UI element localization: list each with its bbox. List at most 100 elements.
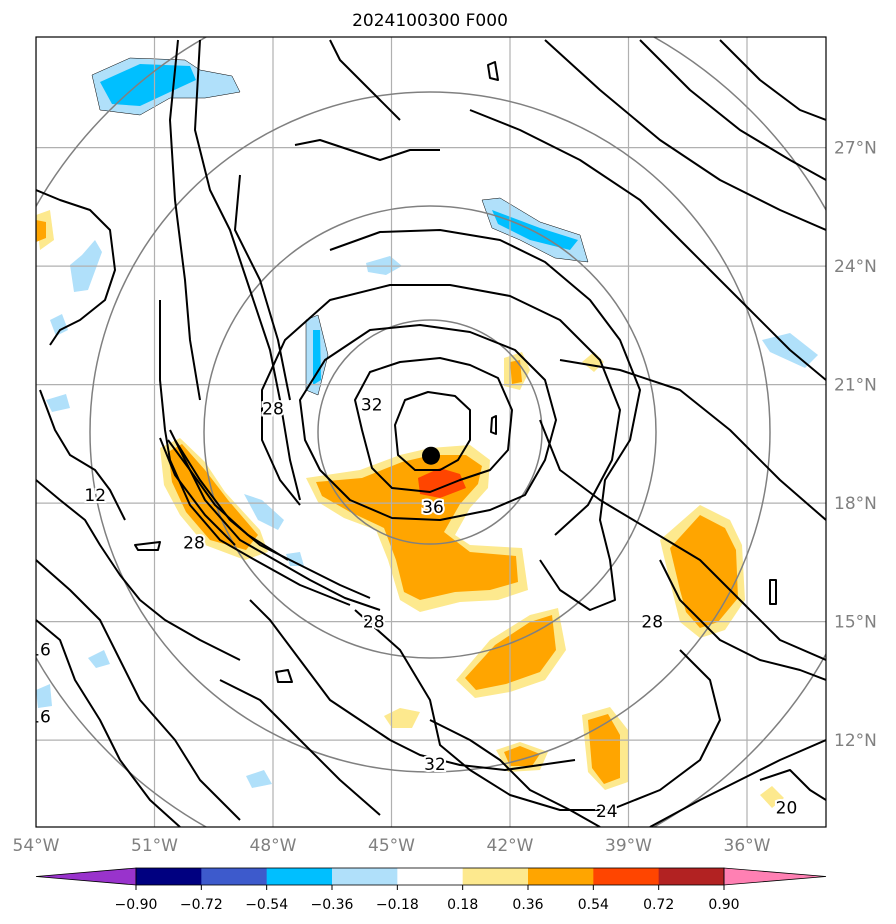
colorbar-segment [462, 868, 529, 885]
shade-positive-strong [36, 220, 46, 242]
colorbar [35, 867, 827, 886]
contour-line [36, 189, 116, 346]
contour-line [261, 284, 621, 536]
contour-line [354, 609, 721, 811]
contour-line [219, 679, 381, 816]
latitude-labels: 12°N 15°N 18°N 21°N 24°N 27°N [834, 139, 877, 751]
contour-label: 36 [422, 498, 444, 518]
contour-line [169, 39, 201, 401]
colorbar-tick-labels: −0.90 −0.72 −0.54 −0.36 −0.18 0.18 0.36 0.54 0.7… [115, 885, 740, 913]
contour-label: 28 [262, 399, 284, 419]
latitude-tick-label: 12°N [834, 731, 877, 751]
longitude-tick-label: 39°W [605, 836, 652, 856]
shade-negative-strong [492, 210, 578, 250]
range-rings [36, 37, 826, 827]
contour-line [36, 479, 241, 661]
contour-line [329, 229, 641, 611]
colorbar-tick-label: 0.90 [708, 897, 739, 913]
longitude-tick-label: 48°W [250, 836, 297, 856]
contour-label: 28 [641, 613, 663, 633]
contour-label: 20 [776, 798, 798, 818]
contour-line [169, 429, 289, 561]
longitude-tick-label: 54°W [13, 836, 60, 856]
longitude-labels: 54°W 51°W 48°W 45°W 42°W 39°W 36°W [13, 836, 771, 856]
shade-positive [760, 786, 784, 808]
shade-positive-strong [588, 714, 620, 784]
colorbar-tick-label: −0.54 [245, 897, 288, 913]
contour-labels: 12 28 32 36 28 28 28 32 24 20 16 16 20 [29, 393, 799, 850]
contour-line [769, 579, 777, 605]
colorbar-segment [136, 868, 202, 885]
colorbar-frame [135, 867, 725, 886]
shade-positive-peak [418, 468, 466, 498]
colorbar-segment [201, 868, 268, 885]
shade-negative [36, 684, 52, 708]
map-area: 12 28 32 36 28 28 28 32 24 20 16 16 20 [29, 37, 826, 850]
latitude-tick-label: 18°N [834, 494, 877, 514]
shade-negative [88, 650, 110, 668]
colorbar-tick-label: −0.72 [180, 897, 223, 913]
contour-line [544, 39, 826, 231]
colorbar-segment [332, 868, 398, 885]
contour-line [275, 669, 293, 683]
contour-line [429, 719, 601, 827]
contour-label: 24 [596, 802, 618, 822]
contour-line [487, 61, 499, 81]
contour-label: 12 [84, 486, 106, 506]
colorbar-segment [397, 868, 464, 885]
colorbar-tick-label: 0.54 [578, 897, 609, 913]
storm-center-marker [422, 446, 440, 465]
latitude-tick-label: 24°N [834, 257, 877, 277]
contour-line [159, 437, 236, 546]
range-ring [203, 205, 657, 659]
contour-label: 32 [424, 755, 446, 775]
colorbar-segment [266, 868, 333, 885]
contour-label: 20 [558, 830, 580, 850]
range-ring [317, 319, 543, 545]
contour-line [134, 541, 161, 551]
contour-line [329, 39, 401, 121]
contour-line [354, 357, 513, 493]
shade-negative [246, 770, 272, 788]
contour-line [394, 391, 471, 471]
longitude-tick-label: 36°W [724, 836, 771, 856]
shade-positive-strong [510, 360, 522, 384]
contour-line [759, 769, 826, 801]
colorbar-tick-label: 0.72 [643, 897, 674, 913]
latitude-tick-label: 21°N [834, 376, 877, 396]
colorbar-tick-label: −0.36 [311, 897, 354, 913]
chart-title: 2024100300 F000 [352, 11, 508, 31]
colorbar-tick-label: 0.36 [512, 897, 543, 913]
contour-line [490, 415, 497, 435]
contour-line [559, 359, 826, 521]
longitude-tick-label: 51°W [131, 836, 178, 856]
contour-label: 16 [29, 707, 51, 727]
contour-label: 28 [363, 613, 385, 633]
contour-line [639, 39, 826, 181]
shade-positive-strong [670, 515, 738, 628]
contour-line [659, 559, 826, 681]
contour-line [469, 109, 826, 381]
latitude-tick-label: 27°N [834, 139, 877, 159]
contour-label: 16 [29, 640, 51, 660]
colorbar-segment [593, 868, 660, 885]
longitude-tick-label: 45°W [368, 836, 415, 856]
range-ring [89, 91, 771, 773]
contour-lines [36, 39, 826, 827]
colorbar-tick-label: −0.18 [376, 897, 419, 913]
colorbar-segment [528, 868, 594, 885]
shade-negative-strong [100, 64, 196, 106]
colorbar-extend-low [35, 867, 137, 886]
contour-line [249, 599, 576, 771]
contour-line [649, 739, 826, 827]
contour-line [294, 139, 440, 161]
colorbar-tick-label: 0.18 [447, 897, 478, 913]
contour-line [39, 389, 126, 521]
shade-negative [50, 314, 68, 336]
map-frame [35, 36, 827, 828]
contour-line [299, 324, 557, 521]
colorbar-extend-high [723, 867, 827, 886]
shade-positive [384, 708, 420, 728]
shade-negative [46, 394, 70, 412]
